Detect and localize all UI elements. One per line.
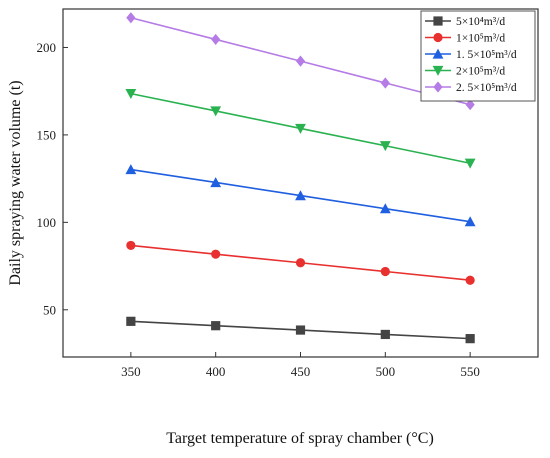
- legend-marker: [433, 32, 443, 43]
- data-point: [380, 77, 390, 89]
- legend-entry: 5×10⁴m³/d: [425, 16, 505, 28]
- data-point: [126, 316, 136, 326]
- data-point: [210, 106, 222, 117]
- y-tick-label: 200: [37, 40, 57, 55]
- x-tick-label: 450: [291, 364, 311, 379]
- legend-label: 1×10⁵m³/d: [456, 33, 505, 45]
- data-point: [211, 249, 221, 259]
- data-point: [465, 275, 475, 285]
- legend-entry: 2×10⁵m³/d: [425, 66, 505, 78]
- data-point: [125, 89, 137, 100]
- series-1: [126, 316, 475, 344]
- legend-marker: [433, 81, 443, 93]
- series-4: [125, 89, 476, 169]
- y-axis-title: Daily spraying water volume (t): [7, 80, 24, 285]
- data-point: [295, 55, 306, 67]
- legend: 5×10⁴m³/d 1×10⁵m³/d 1. 5×10⁵m³/d 2×10⁵m³/d 2…: [420, 10, 536, 102]
- data-point: [295, 325, 306, 335]
- data-point: [295, 123, 306, 134]
- data-point: [210, 177, 222, 188]
- series-layer: [125, 12, 476, 344]
- legend-entries: 5×10⁴m³/d 1×10⁵m³/d 1. 5×10⁵m³/d 2×10⁵m³/d 2…: [425, 16, 517, 94]
- data-point: [125, 164, 137, 175]
- tick-layer: 350 400 450 500 550 50 100 150 200: [37, 40, 480, 379]
- legend-marker: [433, 16, 443, 26]
- y-tick-label: 50: [43, 302, 56, 317]
- y-tick-label: 100: [37, 215, 57, 230]
- x-tick-label: 550: [460, 364, 480, 379]
- data-point: [464, 158, 476, 169]
- legend-label: 1. 5×10⁵m³/d: [456, 49, 517, 61]
- data-point: [126, 12, 136, 24]
- data-point: [465, 334, 475, 344]
- series-3: [125, 164, 476, 227]
- data-point: [380, 266, 390, 277]
- series-2: [126, 240, 475, 285]
- data-point: [211, 321, 221, 331]
- x-tick-label: 350: [121, 364, 141, 379]
- legend-entry: 1×10⁵m³/d: [425, 33, 505, 45]
- data-point: [295, 190, 306, 201]
- x-tick-label: 400: [206, 364, 226, 379]
- legend-label: 2×10⁵m³/d: [456, 66, 505, 78]
- data-point: [126, 240, 136, 251]
- legend-entry: 2. 5×10⁵m³/d: [425, 81, 517, 94]
- data-point: [464, 216, 476, 227]
- legend-marker: [432, 48, 444, 59]
- data-point: [211, 33, 221, 46]
- legend-marker: [432, 65, 444, 76]
- x-axis-title: Target temperature of spray chamber (°C): [166, 430, 434, 447]
- series-5: [126, 12, 475, 111]
- data-point: [465, 99, 475, 111]
- legend-label: 5×10⁴m³/d: [456, 16, 505, 28]
- y-tick-label: 150: [37, 127, 57, 142]
- data-point: [379, 141, 391, 152]
- legend-entry: 1. 5×10⁵m³/d: [425, 48, 517, 61]
- legend-label: 2. 5×10⁵m³/d: [456, 82, 517, 94]
- data-point: [295, 258, 306, 268]
- data-point: [379, 203, 391, 214]
- x-tick-label: 500: [376, 364, 396, 379]
- data-point: [380, 329, 390, 340]
